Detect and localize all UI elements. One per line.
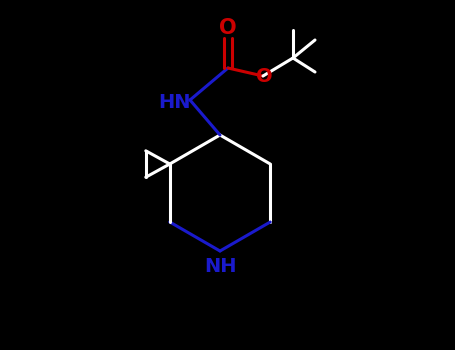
Text: O: O (219, 18, 237, 38)
Text: O: O (256, 68, 272, 86)
Text: HN: HN (158, 93, 190, 112)
Text: NH: NH (204, 258, 236, 277)
